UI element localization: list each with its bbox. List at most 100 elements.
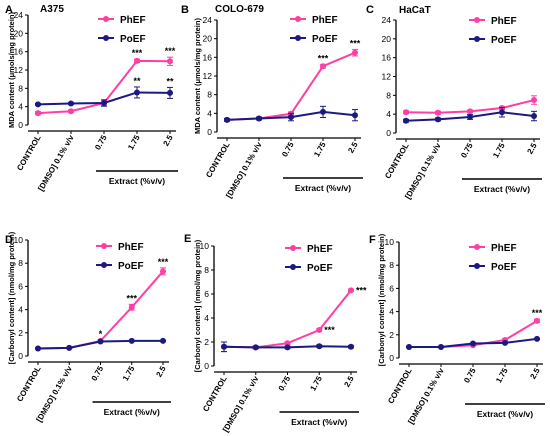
y-axis-label-e: [Carbonyl content] (nmol/mg protein) bbox=[193, 239, 202, 372]
data-point-c-phef-1 bbox=[435, 109, 441, 116]
x-tick-label-c-2: 0.75 bbox=[459, 141, 475, 159]
legend-marker-e-poef bbox=[290, 264, 296, 270]
x-axis-label-e: Extract (%v/v) bbox=[291, 417, 347, 427]
significance-e-0: *** bbox=[324, 325, 335, 335]
legend-marker-f-poef bbox=[474, 263, 480, 269]
data-point-c-poef-3 bbox=[499, 109, 505, 116]
panel-letter-a: A bbox=[5, 4, 13, 16]
x-tick-label-d-3: 1.75 bbox=[121, 364, 137, 382]
data-point-c-poef-2 bbox=[467, 113, 473, 120]
x-tick-label-f-3: 1.75 bbox=[494, 366, 510, 384]
x-axis-label-f: Extract (%v/v) bbox=[477, 409, 533, 419]
data-point-d-phef-4 bbox=[160, 268, 166, 275]
y-tick-label-b-16: 16 bbox=[203, 52, 213, 62]
significance-a-3: ** bbox=[166, 76, 174, 86]
y-tick-label-c-0: 0 bbox=[386, 128, 391, 138]
y-tick-label-d-2: 2 bbox=[18, 328, 23, 338]
x-tick-label-d-4: 2.5 bbox=[154, 364, 168, 379]
data-point-f-poef-4 bbox=[534, 335, 540, 342]
x-tick-label-d-0: CONTROL bbox=[15, 364, 43, 403]
x-tick-label-a-2: 0.75 bbox=[93, 133, 109, 151]
x-tick-label-b-3: 1.75 bbox=[312, 140, 328, 158]
data-point-a-poef-4 bbox=[167, 89, 173, 96]
data-point-e-poef-0 bbox=[221, 343, 227, 350]
y-tick-label-e-8: 8 bbox=[204, 265, 209, 275]
series-line-e-phef bbox=[223, 289, 352, 349]
x-tick-label-a-3: 1.75 bbox=[126, 133, 142, 151]
y-tick-label-b-8: 8 bbox=[207, 90, 212, 100]
y-tick-label-b-4: 4 bbox=[207, 108, 212, 118]
y-axis-label-f: [Carbonyl content] (nmol/mg protein) bbox=[377, 233, 386, 366]
data-point-d-poef-3 bbox=[128, 337, 135, 344]
data-point-c-poef-4 bbox=[531, 113, 537, 120]
y-tick-label-c-12: 12 bbox=[382, 72, 392, 82]
x-axis-label-d: Extract (%v/v) bbox=[104, 407, 160, 417]
panel-letter-f: F bbox=[369, 234, 376, 246]
data-point-f-poef-2 bbox=[470, 340, 476, 347]
significance-d-1: *** bbox=[126, 293, 137, 303]
x-tick-label-b-2: 0.75 bbox=[280, 140, 296, 158]
x-tick-label-e-4: 2.5 bbox=[342, 374, 356, 389]
significance-b-0: *** bbox=[318, 53, 329, 63]
y-tick-label-c-4: 4 bbox=[386, 109, 391, 119]
significance-a-0: *** bbox=[132, 48, 143, 58]
y-tick-label-a-24: 24 bbox=[14, 10, 24, 20]
y-tick-label-a-12: 12 bbox=[14, 65, 24, 75]
legend-label-e-poef: PoEF bbox=[307, 263, 333, 274]
data-point-e-phef-2 bbox=[284, 340, 291, 347]
data-point-d-poef-2 bbox=[97, 338, 104, 345]
y-tick-label-d-6: 6 bbox=[18, 281, 23, 291]
x-tick-label-c-0: CONTROL bbox=[383, 141, 411, 180]
legend-label-a-phef: PhEF bbox=[120, 15, 146, 26]
x-tick-label-b-1: [DMSO] 0.1% v/v bbox=[224, 140, 264, 200]
x-tick-label-f-2: 0.75 bbox=[462, 366, 478, 384]
data-point-a-phef-3 bbox=[134, 57, 140, 64]
panel-letter-e: E bbox=[184, 233, 191, 245]
y-axis-label-b: MDA content (μmols/mg protein) bbox=[193, 18, 202, 134]
y-tick-label-f-2: 2 bbox=[389, 330, 394, 340]
legend-marker-d-phef bbox=[101, 243, 107, 249]
data-point-a-poef-0 bbox=[35, 101, 41, 108]
y-axis-label-a: MDA content (μmols/mg protein) bbox=[7, 12, 16, 128]
legend-marker-e-phef bbox=[290, 245, 296, 251]
significance-a-1: *** bbox=[165, 46, 176, 56]
data-point-c-phef-0 bbox=[403, 109, 409, 116]
data-point-b-poef-2 bbox=[288, 114, 294, 121]
legend-marker-c-poef bbox=[474, 36, 480, 42]
legend-label-b-phef: PhEF bbox=[312, 15, 338, 26]
panel-letter-d: D bbox=[5, 234, 13, 246]
y-tick-label-b-24: 24 bbox=[203, 15, 213, 25]
x-tick-label-f-4: 2.5 bbox=[528, 366, 542, 381]
significance-b-1: *** bbox=[350, 38, 361, 48]
legend-marker-f-phef bbox=[474, 244, 480, 250]
x-tick-label-a-0: CONTROL bbox=[15, 133, 43, 172]
data-point-f-poef-3 bbox=[502, 339, 508, 346]
legend-marker-a-phef bbox=[103, 16, 109, 22]
data-point-c-phef-4 bbox=[531, 97, 537, 104]
x-tick-label-d-2: 0.75 bbox=[90, 364, 106, 382]
data-point-b-poef-0 bbox=[224, 116, 230, 123]
y-tick-label-b-12: 12 bbox=[203, 71, 213, 81]
legend-label-d-poef: PoEF bbox=[118, 261, 144, 272]
y-axis-label-d: [Carbonyl content] (nmol/mg protein) bbox=[7, 231, 16, 364]
y-tick-label-e-0: 0 bbox=[204, 361, 209, 371]
y-tick-label-e-10: 10 bbox=[200, 241, 210, 251]
legend-marker-a-poef bbox=[103, 35, 109, 41]
legend-marker-c-phef bbox=[474, 17, 480, 23]
x-tick-label-e-3: 1.75 bbox=[308, 374, 324, 392]
y-tick-label-e-2: 2 bbox=[204, 337, 209, 347]
data-point-a-phef-0 bbox=[35, 110, 41, 117]
y-tick-label-a-0: 0 bbox=[18, 120, 23, 130]
panel-letter-c: C bbox=[366, 4, 374, 16]
legend-label-f-poef: PoEF bbox=[491, 262, 517, 273]
significance-a-2: ** bbox=[133, 76, 141, 86]
series-line-b-phef bbox=[226, 51, 356, 121]
x-tick-label-e-0: CONTROL bbox=[201, 374, 229, 413]
data-point-e-poef-3 bbox=[316, 343, 323, 350]
data-point-c-phef-2 bbox=[467, 108, 473, 115]
data-point-c-poef-1 bbox=[435, 116, 441, 123]
data-point-e-poef-4 bbox=[348, 343, 354, 350]
data-point-a-poef-3 bbox=[134, 89, 140, 96]
x-tick-label-b-0: CONTROL bbox=[204, 140, 232, 179]
x-axis-label-a: Extract (%v/v) bbox=[109, 176, 165, 186]
